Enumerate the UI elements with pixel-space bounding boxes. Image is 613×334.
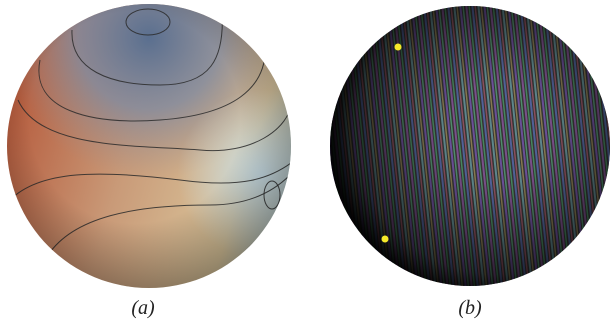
caption-b: (b) — [458, 297, 482, 319]
caption-a: (a) — [131, 297, 155, 319]
sphere-b — [316, 0, 613, 300]
sphere-a — [7, 4, 295, 288]
singularity — [382, 236, 389, 243]
singularity — [395, 44, 402, 51]
page: (a) (b) (() => { const data = JSON.parse… — [0, 0, 613, 334]
figure: (a) (b) — [0, 0, 613, 334]
